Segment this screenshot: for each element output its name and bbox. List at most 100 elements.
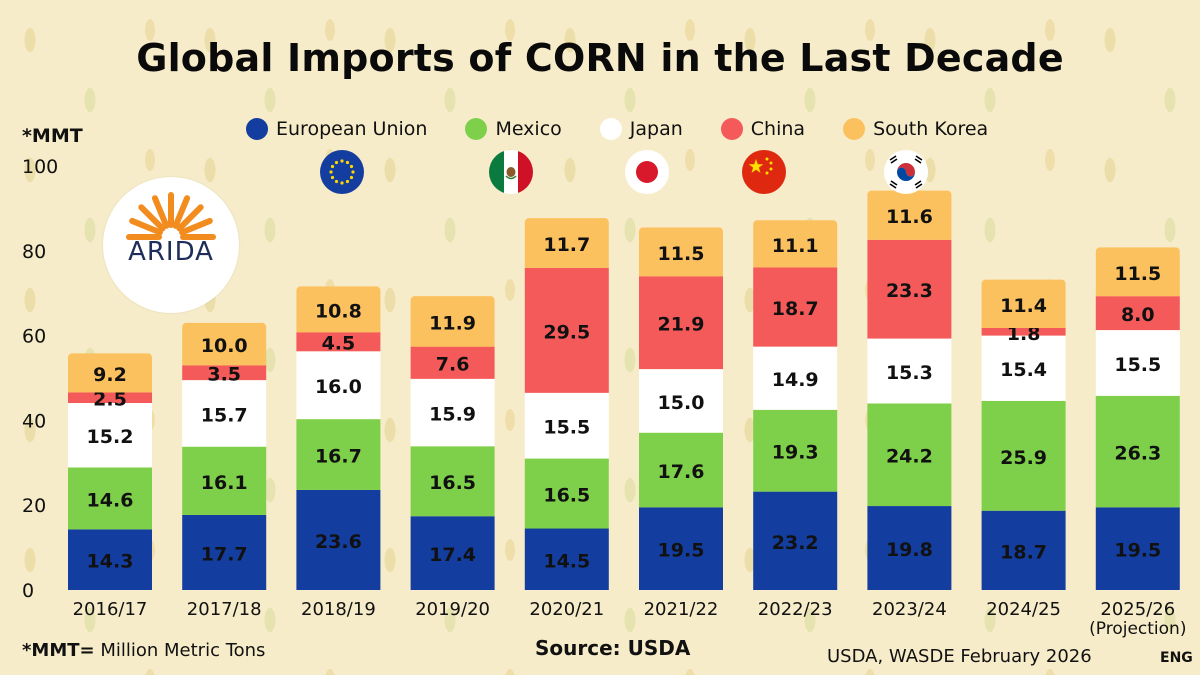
bar-segment [753,346,838,410]
unit-footnote: *MMT= Million Metric Tons [22,640,265,661]
data-label: 19.8 [886,539,933,561]
data-label: 14.5 [543,550,590,572]
bar-segment [296,286,381,333]
legend-dot-japan [599,118,622,140]
legend: European Union Mexico Japan China South … [246,115,1026,143]
data-label: 24.2 [886,446,933,468]
data-label: 21.9 [658,314,705,336]
bar-segment [1095,330,1180,396]
bar-segment [524,267,609,393]
y-tick-label: 0 [22,580,34,602]
bar-segment [524,528,609,590]
data-label: 16.7 [315,446,362,468]
x-tick-label: 2021/22 [644,599,719,620]
data-label: 1.8 [1007,323,1041,345]
bar-segment [68,467,152,530]
bar-segment [182,322,267,366]
bar-segment-base [182,360,267,366]
bar-segment [639,227,723,277]
legend-item-south-korea: South Korea [843,118,988,140]
bar-segment [867,338,952,404]
data-label: 11.1 [772,235,819,257]
data-label: 11.5 [658,243,705,265]
data-label: 14.6 [87,489,134,511]
bar-segment [981,327,1066,336]
bar-segment [639,432,723,508]
data-label: 19.3 [772,442,819,464]
legend-item-japan: Japan [599,118,683,140]
bar-segment [524,392,609,459]
bar-segment [296,332,381,352]
bar-segment [410,296,495,347]
legend-item-china: China [720,118,805,140]
bar-segment [981,279,1066,328]
data-label: 10.8 [315,300,362,322]
data-label: 4.5 [322,333,356,355]
eu-flag-icon [320,150,364,194]
bar-segment [867,239,952,339]
bar-segment [981,335,1066,401]
bar-segment [410,346,495,379]
bar-segment [867,190,952,240]
data-label: 15.4 [1000,359,1047,381]
legend-label-eu: European Union [276,118,428,140]
china-flag-icon [742,150,786,194]
data-label: 23.3 [886,280,933,302]
y-tick-label: 40 [22,410,46,432]
data-label: 16.0 [315,376,362,398]
x-tick-label: 2019/20 [415,599,490,620]
x-tick-label: 2020/21 [529,599,604,620]
data-label: 15.3 [886,362,933,384]
data-label: 18.7 [1000,541,1047,563]
unit-footnote-value: Million Metric Tons [100,640,266,661]
source-label: Source: USDA [535,636,691,660]
bar-segment-base [410,341,495,347]
bar-segment [68,529,152,590]
legend-label-south-korea: South Korea [873,118,989,140]
legend-dot-china [720,118,743,140]
bar-segment [639,276,723,370]
report-label: USDA, WASDE February 2026 [827,646,1092,667]
bar-segment [68,392,152,404]
sunburst-logo-icon [126,192,216,240]
bar-segment [524,458,609,529]
bar-segment [1095,395,1180,508]
data-label: 15.2 [87,426,134,448]
data-label: 17.6 [658,461,705,483]
data-label: 16.1 [201,472,248,494]
data-label: 19.5 [1114,540,1161,562]
data-label: 16.5 [543,485,590,507]
data-label: 15.5 [543,417,590,439]
data-label: 8.0 [1121,304,1155,326]
bar-segment [753,267,838,347]
data-label: 3.5 [207,364,241,386]
bar-segment [639,507,723,590]
x-tick-label: 2016/17 [73,599,148,620]
data-label: 17.7 [201,543,248,565]
data-label: 15.7 [201,404,248,426]
legend-label-japan: Japan [629,118,683,140]
bar-segment [68,403,152,468]
bar-segment [524,218,609,268]
bar-segment [182,365,267,381]
data-label: 16.5 [429,472,476,494]
legend-item-mexico: Mexico [465,118,562,140]
bar-segment [753,220,838,268]
x-tick-label: 2024/25 [986,599,1061,620]
data-label: 11.6 [886,206,933,228]
bar-segment-base [296,327,381,333]
data-label: 14.3 [87,551,134,573]
data-label: 14.9 [772,369,819,391]
bar-segment [981,510,1066,590]
bar-segment [1095,296,1180,331]
x-tick-label: 2017/18 [187,599,262,620]
y-tick-label: 80 [22,241,46,263]
language-label: ENG [1160,650,1193,666]
legend-dot-eu [246,118,268,140]
data-label: 9.2 [93,364,127,386]
x-tick-label: 2022/23 [758,599,833,620]
bar-segment [753,409,838,492]
legend-item-eu: European Union [246,118,427,140]
data-label: 29.5 [543,321,590,343]
bar-segment-base [68,387,152,393]
